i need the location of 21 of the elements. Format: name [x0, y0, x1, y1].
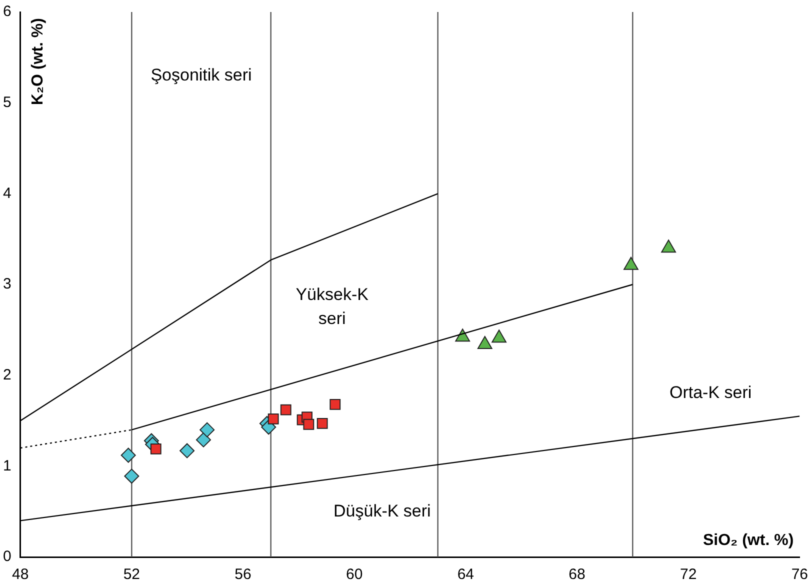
annotation: Orta-K seri: [670, 383, 752, 402]
y-axis-title: K₂O (wt. %): [29, 18, 46, 106]
x-tick-label: 76: [791, 566, 808, 584]
x-axis-title: SiO₂ (wt. %): [702, 532, 794, 549]
y-tick-label: 3: [3, 276, 12, 293]
x-tick-label: 68: [568, 566, 586, 584]
y-tick-label: 5: [3, 94, 12, 111]
annotation: Düşük-K seri: [334, 501, 431, 520]
x-tick-label: 60: [346, 566, 363, 584]
annotation: Şoşonitik seri: [150, 65, 252, 84]
annotation: Yüksek-K seri: [296, 284, 370, 328]
x-tick-label: 56: [234, 566, 252, 584]
y-tick-label: 6: [3, 3, 12, 20]
x-tick-label: 72: [680, 566, 697, 584]
y-tick-label: 2: [3, 366, 12, 384]
y-tick-label: 0: [3, 548, 12, 566]
y-tick-label: 4: [3, 184, 12, 202]
y-tick-label: 1: [3, 457, 12, 474]
x-tick-label: 52: [123, 566, 140, 584]
x-tick-label: 48: [12, 566, 29, 584]
x-tick-label: 64: [457, 566, 474, 584]
